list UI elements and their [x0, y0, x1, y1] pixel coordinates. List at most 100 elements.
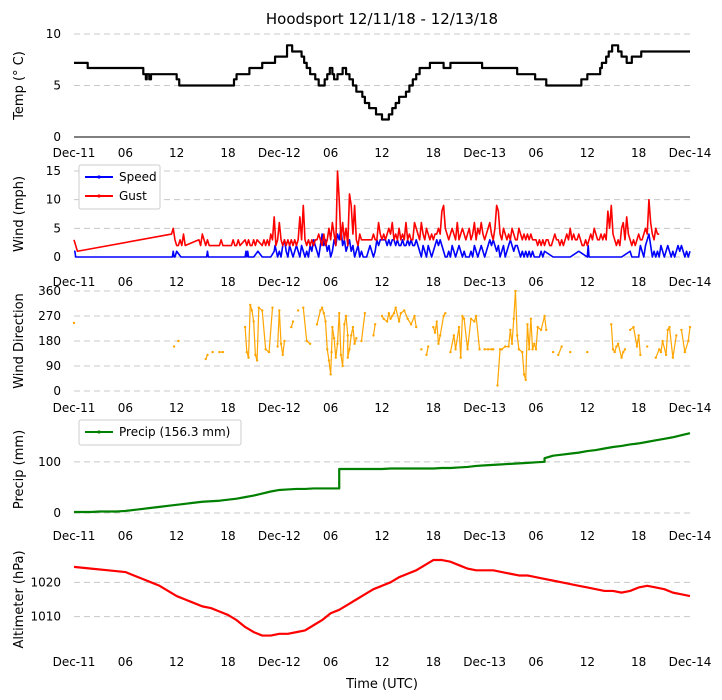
x-tick-label: 12 [169, 275, 184, 289]
x-tick-label: 06 [323, 401, 338, 415]
legend-marker [97, 194, 101, 198]
data-segment [261, 310, 267, 350]
data-segment [410, 315, 416, 325]
x-tick-label: 12 [580, 401, 595, 415]
data-segment [475, 315, 481, 350]
x-tick-label: 06 [118, 529, 133, 543]
y-tick-label: 90 [46, 359, 61, 373]
x-tick-label: 18 [220, 401, 235, 415]
data-segment [632, 327, 638, 347]
x-tick-label: 06 [118, 146, 133, 160]
data-segment [620, 351, 624, 358]
x-tick-label: 12 [374, 146, 389, 160]
data-segment [258, 307, 263, 311]
data-point [420, 348, 423, 351]
data-point [211, 350, 214, 354]
y-tick-label: 0 [53, 130, 61, 144]
y-tick-label: 360 [38, 284, 61, 298]
data-segment [436, 321, 440, 344]
x-tick-label: Dec-14 [669, 655, 712, 669]
data-segment [687, 327, 691, 342]
x-tick-label: 06 [528, 146, 543, 160]
x-tick-label: Dec-12 [258, 146, 301, 160]
x-tick-label: 12 [374, 275, 389, 289]
x-tick-label: 18 [631, 401, 646, 415]
data-segment [386, 313, 390, 322]
x-tick-label: 12 [374, 529, 389, 543]
data-segment [342, 324, 345, 367]
x-tick-label: 12 [580, 275, 595, 289]
y-axis-label: Precip (mm) [12, 430, 27, 509]
x-tick-label: 12 [580, 146, 595, 160]
data-point [551, 350, 555, 354]
x-tick-label: 12 [169, 655, 184, 669]
data-segment [501, 346, 506, 350]
data-segment [205, 354, 209, 360]
data-segment [460, 315, 464, 358]
x-tick-label: 06 [118, 655, 133, 669]
x-tick-label: 12 [374, 655, 389, 669]
data-segment [437, 335, 441, 344]
x-tick-label: 12 [169, 529, 184, 543]
data-segment [535, 327, 539, 350]
x-tick-label: Dec-14 [669, 401, 712, 415]
legend-box [78, 419, 242, 446]
data-point [586, 350, 589, 354]
data-segment [425, 346, 429, 356]
series-wind-direction [72, 289, 692, 387]
x-tick-label: 06 [323, 275, 338, 289]
data-point [172, 345, 176, 348]
x-tick-label: 06 [323, 529, 338, 543]
y-tick-label: 270 [38, 309, 61, 323]
data-segment [525, 324, 529, 380]
series-line-temp [74, 44, 690, 121]
y-tick-label: 10 [46, 27, 61, 41]
data-segment [672, 335, 677, 358]
chart-title: Hoodsport 12/11/18 - 12/13/18 [266, 10, 498, 28]
data-segment [668, 327, 674, 358]
data-segment [537, 326, 542, 331]
data-segment [265, 348, 270, 353]
legend: Speed Gust [78, 164, 161, 210]
data-segment [316, 310, 321, 325]
data-segment [306, 340, 311, 345]
data-segment [335, 343, 339, 358]
x-tick-label: 06 [118, 401, 133, 415]
data-segment [388, 313, 392, 319]
data-segment [530, 318, 534, 350]
data-segment [508, 329, 511, 347]
data-segment [617, 343, 623, 358]
legend-label: Precip (156.3 mm) [119, 425, 230, 439]
x-tick-label: Dec-14 [669, 275, 712, 289]
y-tick-label: 15 [46, 164, 61, 178]
data-segment [543, 315, 547, 330]
y-axis-label: Wind Direction [12, 293, 27, 389]
data-segment [407, 318, 412, 325]
data-segment [638, 335, 641, 355]
legend-label: Gust [119, 189, 147, 203]
data-segment [449, 335, 455, 353]
x-tick-label: 18 [220, 275, 235, 289]
data-segment [662, 340, 667, 356]
data-segment [372, 324, 376, 336]
data-segment [253, 321, 256, 355]
data-segment [439, 315, 445, 336]
data-point [569, 350, 572, 354]
data-segment [443, 312, 446, 317]
data-segment [557, 346, 563, 356]
y-tick-label: 0 [53, 506, 61, 520]
data-segment [518, 348, 523, 353]
data-point [177, 339, 180, 343]
x-tick-label: 18 [426, 275, 441, 289]
data-segment [463, 318, 469, 350]
series-line-speed [74, 227, 691, 258]
data-segment [330, 327, 333, 353]
data-segment [610, 324, 614, 350]
x-tick-label: 06 [528, 275, 543, 289]
panel-temp: 0 5 10 Temp (° C) Dec-11 06 12 18 Dec-12 06 12 18 De… [12, 27, 711, 160]
x-tick-label: 18 [426, 529, 441, 543]
data-segment [470, 318, 475, 323]
data-segment [383, 318, 388, 323]
data-segment [354, 338, 357, 344]
data-segment [680, 329, 686, 353]
